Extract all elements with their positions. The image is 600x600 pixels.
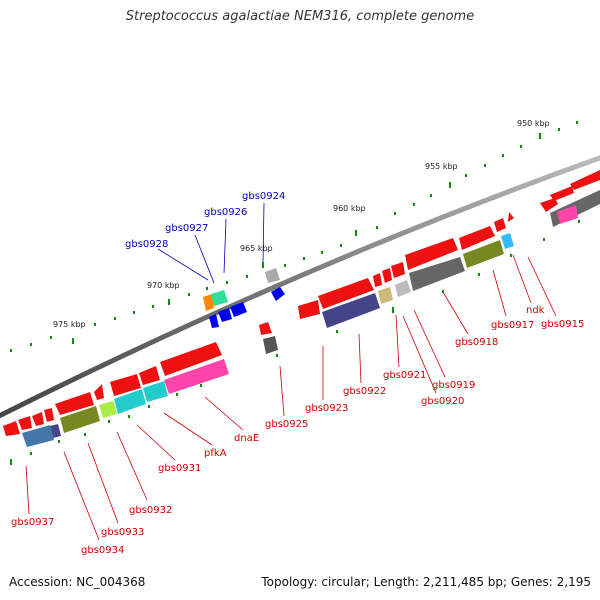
gene-arrow[interactable] [459, 226, 495, 250]
gene-label-dnaE[interactable]: dnaE [234, 433, 259, 444]
gene-arrow[interactable] [391, 262, 405, 278]
gene-arrow[interactable] [55, 392, 94, 415]
upper-features [203, 268, 285, 328]
gene-arrow[interactable] [94, 384, 104, 400]
gene-arrow[interactable] [318, 278, 374, 309]
gene-arrow[interactable] [18, 416, 32, 430]
gene-label-gbs0919[interactable]: gbs0919 [432, 380, 475, 391]
gene-block[interactable] [22, 425, 54, 447]
gene-block[interactable] [265, 268, 280, 283]
gene-label-gbs0926[interactable]: gbs0926 [204, 207, 247, 218]
gene-arrow[interactable] [3, 421, 20, 436]
gene-arrow[interactable] [230, 302, 247, 317]
tick-label-955: 955 kbp [425, 162, 458, 171]
gene-label-gbs0915[interactable]: gbs0915 [541, 319, 584, 330]
inner-track-genes [22, 190, 600, 447]
gene-label-gbs0920[interactable]: gbs0920 [421, 396, 464, 407]
accession-text: Accession: NC_004368 [9, 575, 146, 589]
gene-label-gbs0925[interactable]: gbs0925 [265, 419, 308, 430]
gene-block[interactable] [395, 280, 411, 297]
gene-arrow[interactable] [373, 273, 382, 287]
gene-arrow[interactable] [160, 342, 222, 376]
gene-label-gbs0923[interactable]: gbs0923 [305, 403, 348, 414]
tick-label-950: 950 kbp [517, 119, 550, 128]
gene-block[interactable] [409, 257, 465, 291]
gene-arrow[interactable] [139, 366, 160, 385]
tick-label-970: 970 kbp [147, 281, 180, 290]
gene-arrow[interactable] [298, 300, 320, 319]
gene-block[interactable] [99, 401, 117, 418]
gene-label-gbs0928[interactable]: gbs0928 [125, 239, 168, 250]
gene-block[interactable] [211, 290, 228, 306]
gene-arrow[interactable] [44, 408, 54, 422]
gene-arrow[interactable] [382, 268, 392, 283]
tick-dots-outer [10, 121, 578, 352]
gene-block[interactable] [463, 240, 504, 268]
gene-label-pfkA[interactable]: pfkA [204, 448, 227, 459]
gene-label-gbs0917[interactable]: gbs0917 [491, 320, 534, 331]
gene-block[interactable] [501, 233, 514, 249]
gene-block[interactable] [557, 205, 578, 224]
gene-label-gbs0937[interactable]: gbs0937 [11, 517, 54, 528]
gene-arrow[interactable] [32, 412, 44, 426]
genome-summary-text: Topology: circular; Length: 2,211,485 bp… [261, 575, 591, 589]
gene-block[interactable] [114, 389, 146, 414]
gene-block[interactable] [203, 294, 214, 311]
gene-block[interactable] [378, 287, 393, 304]
gene-arrow[interactable] [110, 374, 141, 396]
gene-block[interactable] [60, 406, 100, 433]
gene-label-gbs0927[interactable]: gbs0927 [165, 223, 208, 234]
gene-label-gbs0922[interactable]: gbs0922 [343, 386, 386, 397]
gene-label-gbs0924[interactable]: gbs0924 [242, 191, 285, 202]
gene-label-gbs0933[interactable]: gbs0933 [101, 527, 144, 538]
gene-label-gbs0934[interactable]: gbs0934 [81, 545, 124, 556]
genome-backbone [0, 155, 600, 419]
gene-arrow[interactable] [271, 287, 285, 301]
gene-arrow[interactable] [540, 198, 558, 212]
gene-arrow[interactable] [405, 238, 458, 270]
gene-block[interactable] [164, 359, 229, 394]
gene-arrow[interactable] [550, 186, 574, 201]
tick-label-960: 960 kbp [333, 204, 366, 213]
gene-arrow[interactable] [218, 308, 232, 322]
gene-block[interactable] [322, 293, 380, 328]
gene-label-ndk[interactable]: ndk [526, 305, 545, 316]
gene-arrow[interactable] [209, 314, 219, 328]
gene-block[interactable] [143, 381, 168, 402]
gene-block[interactable] [50, 424, 61, 438]
tick-label-965: 965 kbp [240, 244, 273, 253]
gene-block[interactable] [263, 336, 278, 354]
gene-arrow[interactable] [508, 212, 514, 222]
gene-arrow[interactable] [259, 322, 272, 335]
gene-label-gbs0921[interactable]: gbs0921 [383, 370, 426, 381]
forward-strand-genes [3, 170, 600, 436]
tick-dots-inner [10, 220, 580, 465]
gene-labels: gbs0924 gbs0926 gbs0927 gbs0928 ndk gbs0… [11, 191, 584, 556]
gene-label-gbs0932[interactable]: gbs0932 [129, 505, 172, 516]
gene-arrow[interactable] [494, 218, 506, 232]
tick-label-975: 975 kbp [53, 320, 86, 329]
label-leaders [25, 202, 557, 541]
map-title: Streptococcus agalactiae NEM316, complet… [125, 9, 475, 24]
gene-label-gbs0931[interactable]: gbs0931 [158, 463, 201, 474]
gene-arrow[interactable] [570, 170, 600, 190]
gene-label-gbs0918[interactable]: gbs0918 [455, 337, 498, 348]
